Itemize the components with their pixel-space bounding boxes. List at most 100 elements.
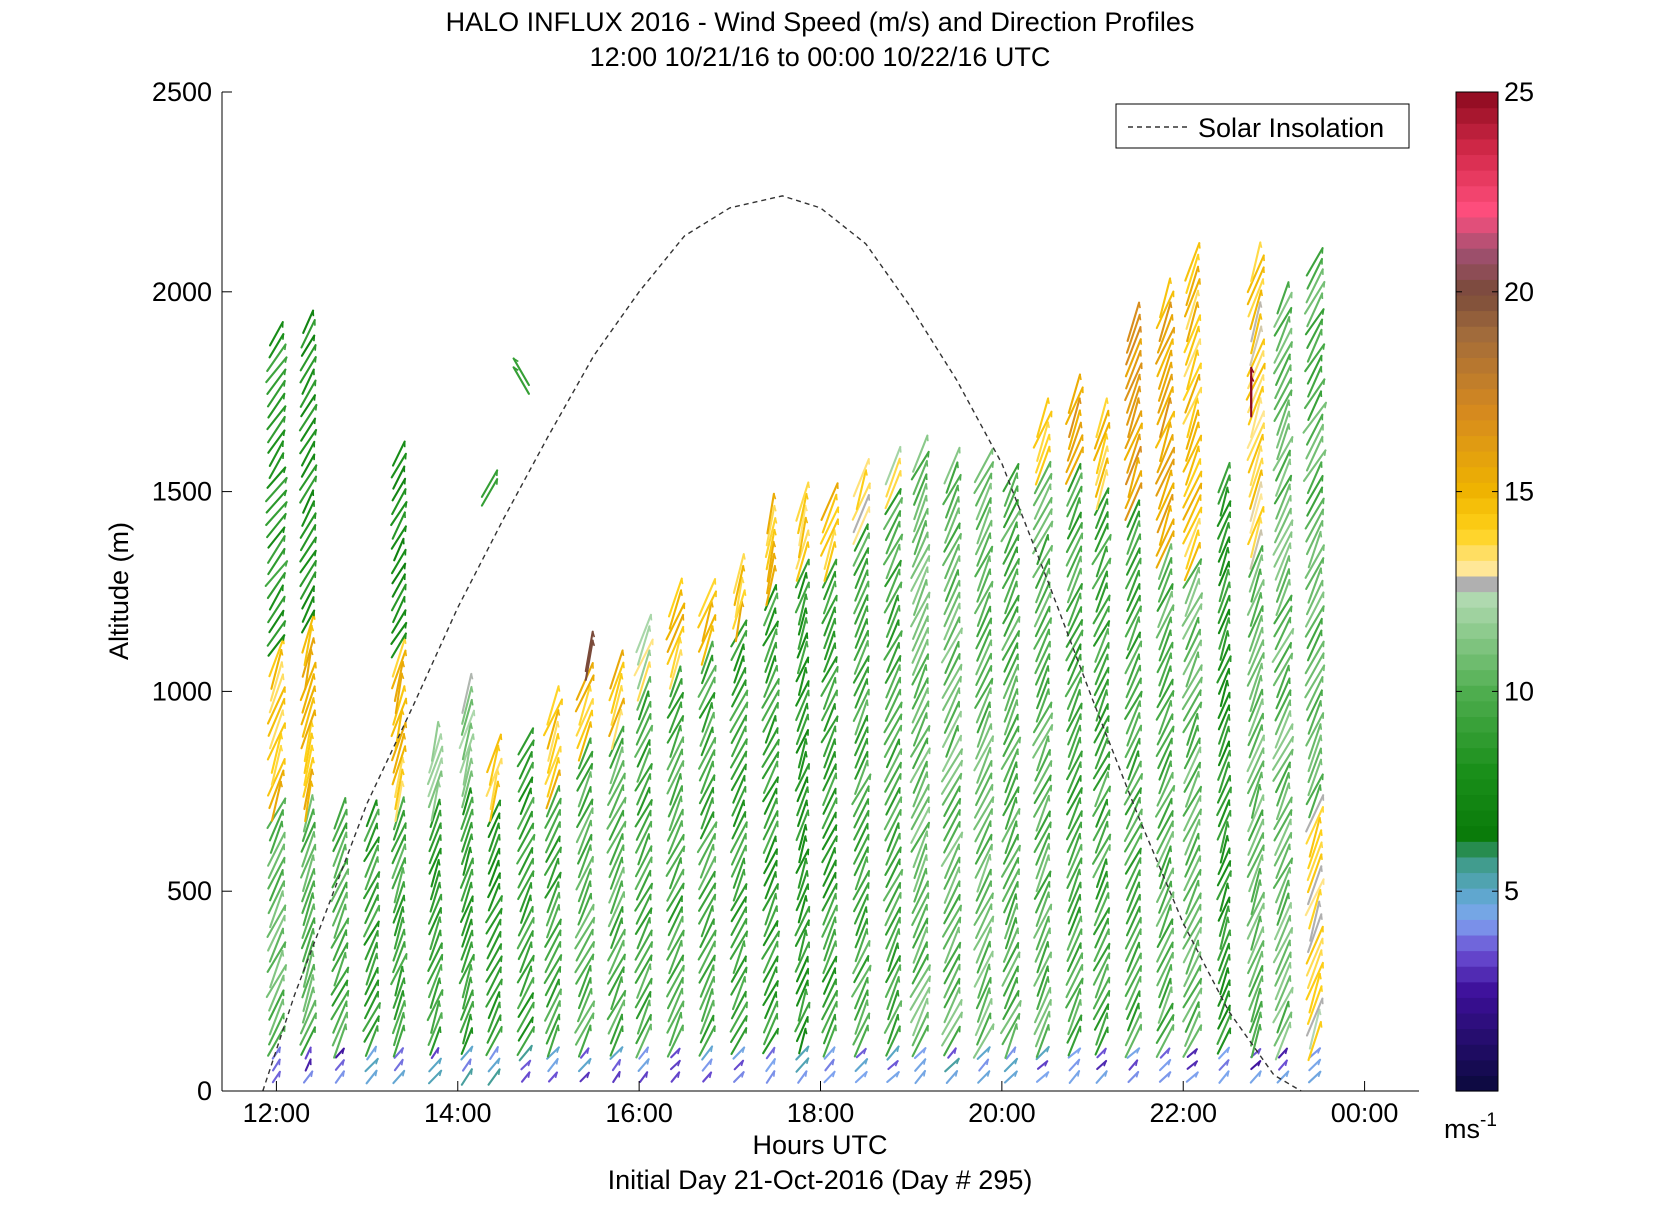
wind-barb: [1308, 784, 1322, 819]
wind-barb: [1273, 1011, 1293, 1047]
wind-barb: [666, 691, 685, 719]
wind-barb: [1035, 1024, 1050, 1059]
wind-barb: [637, 1058, 650, 1072]
wind-barb: [636, 999, 651, 1035]
wind-barb: [546, 1024, 560, 1058]
wind-barb: [1124, 832, 1143, 866]
wind-barb: [852, 532, 871, 567]
wind-barb: [1246, 844, 1265, 878]
wind-barb: [460, 808, 474, 842]
wind-barb: [608, 760, 625, 795]
wind-barb: [910, 555, 931, 592]
wind-barb: [732, 774, 746, 804]
wind-barb: [1183, 541, 1201, 582]
wind-barb: [909, 964, 931, 998]
wind-barb: [546, 881, 560, 914]
wind-barb: [1035, 843, 1051, 880]
wind-barb: [1156, 641, 1174, 674]
wind-barb: [700, 905, 714, 938]
wind-barb: [392, 809, 406, 841]
wind-barb: [1275, 316, 1291, 352]
chart-subtitle: 12:00 10/21/16 to 00:00 10/22/16 UTC: [590, 42, 1051, 72]
wind-barb: [797, 1070, 808, 1084]
wind-barb: [610, 708, 624, 750]
wind-barb: [884, 470, 902, 510]
wind-barb: [635, 713, 652, 746]
wind-barb: [1305, 508, 1325, 543]
wind-barb: [268, 709, 285, 750]
wind-barb: [303, 768, 315, 811]
wind-barb: [578, 880, 592, 915]
wind-barb: [941, 999, 963, 1036]
wind-barb: [1156, 927, 1175, 963]
wind-barb: [698, 940, 716, 974]
wind-barb: [636, 676, 652, 711]
wind-barb: [976, 853, 992, 893]
wind-barb: [973, 915, 995, 951]
wind-barb: [883, 701, 903, 734]
wind-barb: [1033, 870, 1052, 900]
wind-barb: [1275, 578, 1291, 617]
wind-barb: [546, 732, 560, 774]
wind-barb: [517, 1016, 534, 1042]
wind-barb: [854, 989, 869, 1021]
wind-barb: [698, 893, 717, 925]
wind-barb: [579, 1071, 590, 1083]
wind-barb: [1248, 698, 1264, 737]
wind-barb: [577, 737, 592, 770]
wind-barb: [910, 591, 931, 628]
wind-barb: [1272, 723, 1294, 760]
wind-barb: [577, 721, 593, 762]
wind-barb: [732, 799, 746, 828]
wind-barb: [391, 857, 407, 890]
wind-barb: [852, 940, 871, 975]
wind-barb: [1004, 773, 1019, 806]
wind-barb: [427, 964, 443, 999]
wind-barb: [766, 540, 777, 583]
wind-barb: [794, 558, 810, 589]
wind-barb: [520, 1071, 531, 1083]
wind-barb: [333, 843, 347, 879]
wind-barb: [1066, 606, 1083, 637]
colorbar-band: [1456, 622, 1498, 639]
wind-barb: [798, 835, 808, 864]
colorbar-band: [1456, 841, 1498, 858]
wind-barb: [1066, 915, 1083, 951]
wind-barb: [943, 602, 961, 641]
wind-barb: [1305, 937, 1324, 977]
wind-barb: [697, 590, 718, 629]
wind-barb: [363, 904, 381, 938]
wind-barb: [1248, 554, 1264, 593]
wind-barb: [733, 655, 745, 684]
wind-barb: [943, 555, 961, 592]
wind-barb: [1156, 713, 1174, 746]
wind-barb: [486, 930, 502, 960]
wind-barb: [667, 915, 684, 951]
wind-barb: [1002, 990, 1020, 1021]
wind-barb: [1156, 314, 1174, 354]
wind-barb: [1183, 795, 1202, 832]
wind-barb: [268, 769, 285, 810]
wind-barb: [1218, 990, 1231, 1020]
wind-barb: [429, 881, 442, 913]
wind-barb: [1217, 667, 1231, 695]
wind-barb: [1275, 449, 1291, 482]
wind-barb: [795, 967, 810, 995]
wind-barb: [1003, 881, 1019, 914]
wind-barb: [392, 595, 406, 624]
wind-barb: [489, 1046, 499, 1060]
wind-barb: [1124, 952, 1142, 986]
wind-barb: [266, 572, 286, 600]
wind-barb: [1064, 665, 1085, 698]
wind-barb: [852, 870, 871, 901]
wind-barb: [330, 917, 350, 949]
wind-barb: [1093, 605, 1110, 638]
wind-barb: [1094, 703, 1109, 732]
wind-barb: [853, 640, 869, 675]
wind-barb: [1182, 470, 1203, 509]
isolated-wind-barb: [512, 357, 530, 387]
wind-barb: [1303, 280, 1326, 315]
wind-barb: [1094, 522, 1109, 553]
wind-barb: [941, 710, 962, 748]
wind-barb: [461, 941, 474, 973]
